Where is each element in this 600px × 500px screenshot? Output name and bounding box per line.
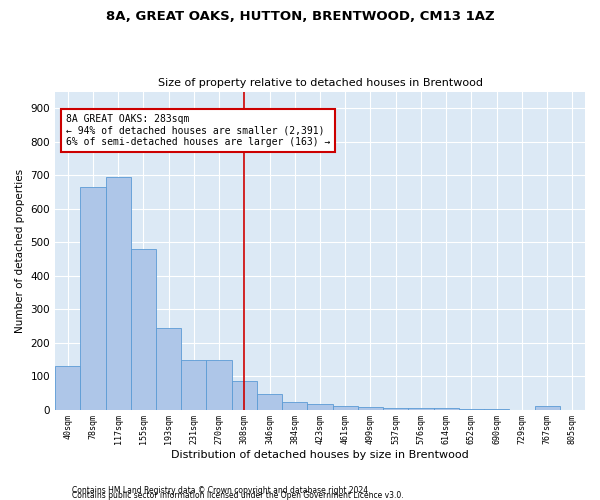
Bar: [307, 404, 332, 409]
Bar: [156, 328, 181, 409]
Bar: [181, 360, 206, 410]
Bar: [131, 249, 156, 410]
Bar: [409, 408, 434, 410]
Bar: [257, 394, 282, 409]
Bar: [332, 406, 358, 409]
Text: Contains public sector information licensed under the Open Government Licence v3: Contains public sector information licen…: [72, 491, 404, 500]
Bar: [484, 409, 509, 410]
Text: Contains HM Land Registry data © Crown copyright and database right 2024.: Contains HM Land Registry data © Crown c…: [72, 486, 371, 495]
Bar: [535, 406, 560, 409]
Bar: [383, 408, 409, 410]
Bar: [106, 177, 131, 410]
Bar: [80, 187, 106, 410]
Bar: [434, 408, 459, 410]
Y-axis label: Number of detached properties: Number of detached properties: [15, 168, 25, 332]
Bar: [459, 408, 484, 410]
X-axis label: Distribution of detached houses by size in Brentwood: Distribution of detached houses by size …: [171, 450, 469, 460]
Bar: [55, 366, 80, 410]
Title: Size of property relative to detached houses in Brentwood: Size of property relative to detached ho…: [158, 78, 482, 88]
Text: 8A, GREAT OAKS, HUTTON, BRENTWOOD, CM13 1AZ: 8A, GREAT OAKS, HUTTON, BRENTWOOD, CM13 …: [106, 10, 494, 23]
Text: 8A GREAT OAKS: 283sqm
← 94% of detached houses are smaller (2,391)
6% of semi-de: 8A GREAT OAKS: 283sqm ← 94% of detached …: [65, 114, 330, 147]
Bar: [358, 407, 383, 410]
Bar: [282, 402, 307, 409]
Bar: [232, 381, 257, 410]
Bar: [206, 360, 232, 410]
